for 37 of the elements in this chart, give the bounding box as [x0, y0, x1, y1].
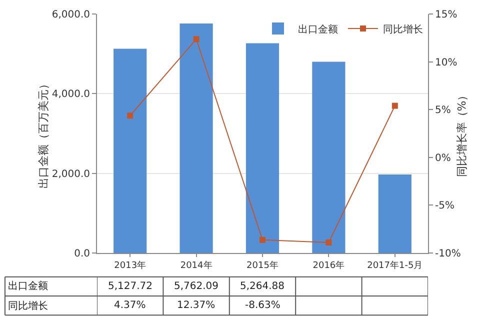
x-tick-label: 2014年 [180, 260, 212, 271]
legend-label: 出口金额 [298, 23, 338, 36]
x-tick-label: 2016年 [312, 260, 345, 271]
bar [312, 62, 346, 253]
y2-tick-label: 15% [435, 10, 458, 20]
point [326, 239, 332, 246]
y2-tick-label: -5% [435, 200, 454, 212]
bar [114, 48, 147, 253]
point [260, 236, 266, 243]
point [392, 102, 398, 109]
x-tick-label: 2017年1-5月 [367, 260, 423, 271]
x-tick-label: 2015年 [246, 260, 278, 271]
point [127, 112, 134, 119]
y-tick-label: 2,000.0 [52, 168, 90, 180]
bar [378, 174, 412, 253]
y-tick-label: 6,000.0 [52, 10, 90, 20]
bar [246, 43, 280, 253]
y2-tick-label: 10% [435, 57, 458, 68]
text: 出口金额 [8, 281, 48, 292]
data-label: 5,264.88 [240, 281, 285, 292]
y2-tick-label: 0% [435, 152, 451, 164]
y2-tick-label: 5% [435, 105, 451, 116]
legend-label: 同比增长 [383, 23, 423, 36]
y2-axis-title: 同比增长率（%） [456, 90, 468, 178]
data-label: 12.37% [177, 300, 216, 311]
y-axis-title: 出口金额（百万美元） [36, 78, 50, 188]
x-tick-label: 2013年 [114, 260, 146, 271]
point [193, 36, 200, 42]
y2-tick-label: -10% [435, 248, 461, 260]
text: 同比增长 [8, 301, 48, 312]
data-label: 5,127.72 [108, 281, 153, 292]
y-tick-label: 0.0 [74, 248, 90, 260]
data-label: 5,762.09 [174, 281, 219, 292]
y-tick-label: 4,000.0 [52, 89, 90, 100]
data-label: -8.63% [245, 300, 280, 311]
data-label: 4.37% [114, 300, 146, 311]
bar [180, 23, 213, 253]
